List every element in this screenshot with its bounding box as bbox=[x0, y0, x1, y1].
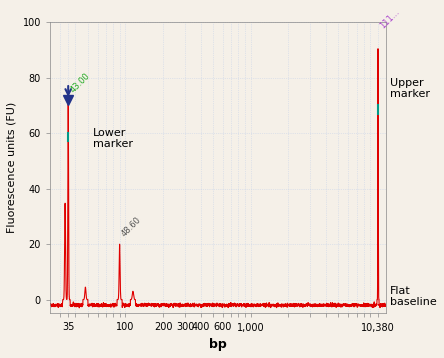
Text: Upper
marker: Upper marker bbox=[390, 78, 430, 99]
X-axis label: bp: bp bbox=[209, 338, 227, 351]
Text: 111...: 111... bbox=[378, 8, 401, 30]
Text: Lower
marker: Lower marker bbox=[93, 127, 133, 149]
Text: 43.00: 43.00 bbox=[68, 71, 91, 94]
Text: 48.60: 48.60 bbox=[119, 215, 143, 238]
Y-axis label: Fluorescence units (FU): Fluorescence units (FU) bbox=[7, 102, 17, 233]
Text: Flat
baseline: Flat baseline bbox=[390, 286, 437, 307]
